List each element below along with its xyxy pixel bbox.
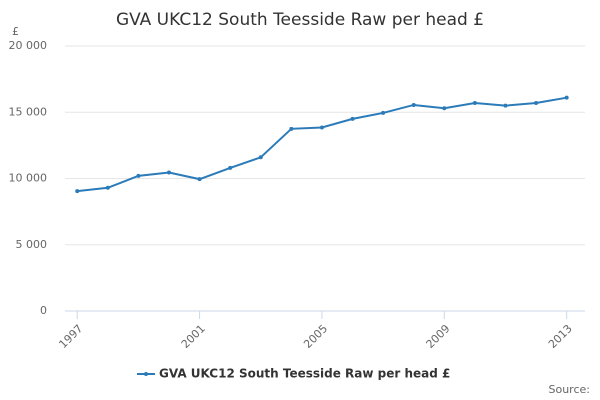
- y-tick-label: 10 000: [9, 172, 48, 185]
- point: [319, 125, 324, 130]
- y-tick-label: 15 000: [9, 105, 48, 118]
- point: [472, 100, 477, 105]
- point: [75, 189, 80, 194]
- point: [197, 177, 202, 182]
- y-axis-label: £: [12, 25, 19, 38]
- point: [167, 170, 171, 175]
- x-tick-label: 1997: [56, 322, 85, 351]
- point: [228, 165, 233, 170]
- x-tick-label: 2005: [301, 322, 330, 351]
- point: [289, 126, 294, 131]
- legend-marker: [144, 372, 148, 376]
- point: [411, 102, 416, 107]
- source: Source:: [549, 383, 591, 396]
- point: [105, 185, 110, 190]
- point: [564, 95, 569, 100]
- point: [381, 110, 386, 115]
- x-tick-label: 2009: [424, 322, 453, 351]
- y-tick-label: 5 000: [16, 238, 48, 251]
- y-tick-label: 0: [40, 304, 47, 317]
- x-tick-label: 2013: [546, 322, 575, 351]
- x-tick-label: 2001: [179, 322, 208, 351]
- point: [258, 155, 263, 160]
- legend: GVA UKC12 South Teesside Raw per head £: [159, 367, 450, 381]
- point: [534, 100, 539, 105]
- point: [442, 106, 447, 111]
- series-line: [77, 96, 567, 193]
- point: [136, 173, 141, 178]
- point: [503, 103, 508, 108]
- point: [350, 116, 355, 121]
- y-tick-label: 20 000: [9, 39, 48, 52]
- chart-title: GVA UKC12 South Teesside Raw per head £: [116, 10, 484, 30]
